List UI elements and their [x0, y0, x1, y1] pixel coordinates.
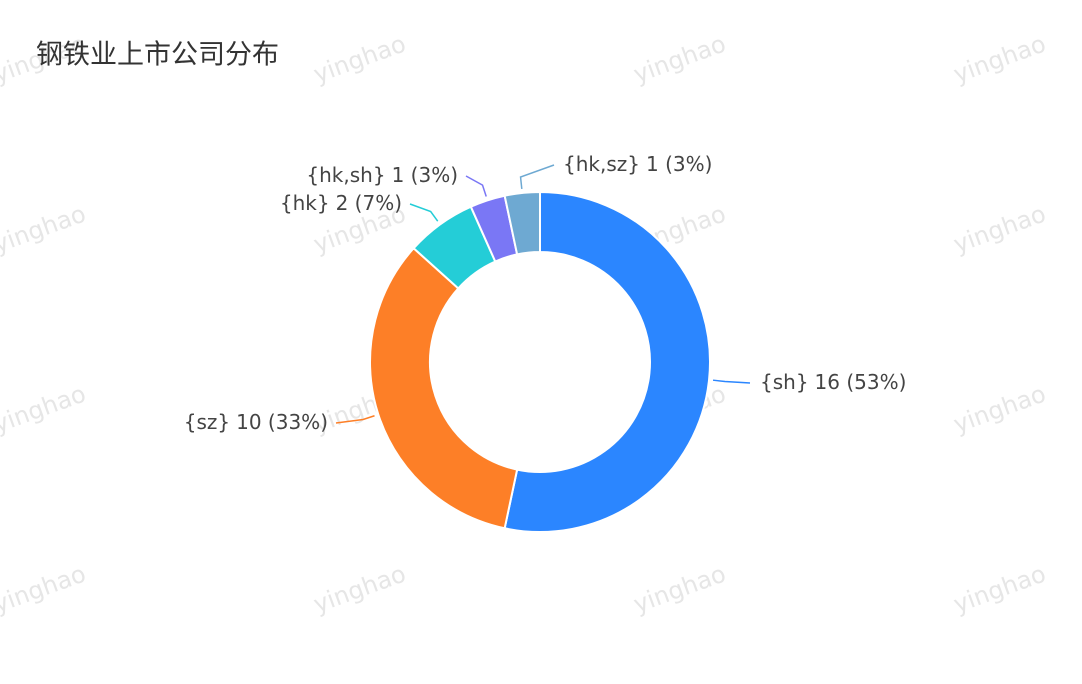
value-label: 1 (3%): [392, 163, 458, 187]
value-label: 1 (3%): [646, 152, 712, 176]
leader-line: [712, 379, 751, 384]
watermark: yinghao: [0, 200, 90, 259]
watermark: yinghao: [950, 200, 1050, 259]
slice: [503, 190, 711, 533]
watermark: yinghao: [950, 30, 1050, 89]
chart-title: 钢铁业上市公司分布: [36, 40, 279, 71]
watermark: yinghao: [0, 380, 90, 439]
category: {hk,sh}: [306, 163, 385, 187]
slice-label: {hk,sh} 1 (3%): [306, 163, 458, 187]
slice-label: {sh} 16 (53%): [760, 370, 906, 394]
value-label: 2 (7%): [336, 191, 402, 215]
watermark: yinghao: [630, 30, 730, 89]
watermark: yinghao: [630, 560, 730, 619]
slice-label: {hk,sz} 1 (3%): [563, 152, 712, 176]
watermark: yinghao: [950, 380, 1050, 439]
watermark: yinghao: [0, 560, 90, 619]
slice-label: {sz} 10 (33%): [184, 410, 328, 434]
category: {hk,sz}: [563, 152, 640, 176]
leader-line: [465, 175, 487, 197]
leader-line: [335, 415, 375, 424]
category: {hk}: [280, 191, 330, 215]
slice: [369, 246, 519, 530]
slice-label: {hk} 2 (7%): [280, 191, 402, 215]
watermark: yinghao: [310, 30, 410, 89]
value-label: 10 (33%): [236, 410, 328, 434]
value-label: 16 (53%): [815, 370, 907, 394]
watermark: yinghao: [950, 560, 1050, 619]
watermark: yinghao: [310, 560, 410, 619]
category: {sz}: [184, 410, 230, 434]
category: {sh}: [760, 370, 809, 394]
slice: [503, 190, 541, 256]
leader-line: [519, 164, 555, 190]
leader-line: [409, 203, 439, 222]
